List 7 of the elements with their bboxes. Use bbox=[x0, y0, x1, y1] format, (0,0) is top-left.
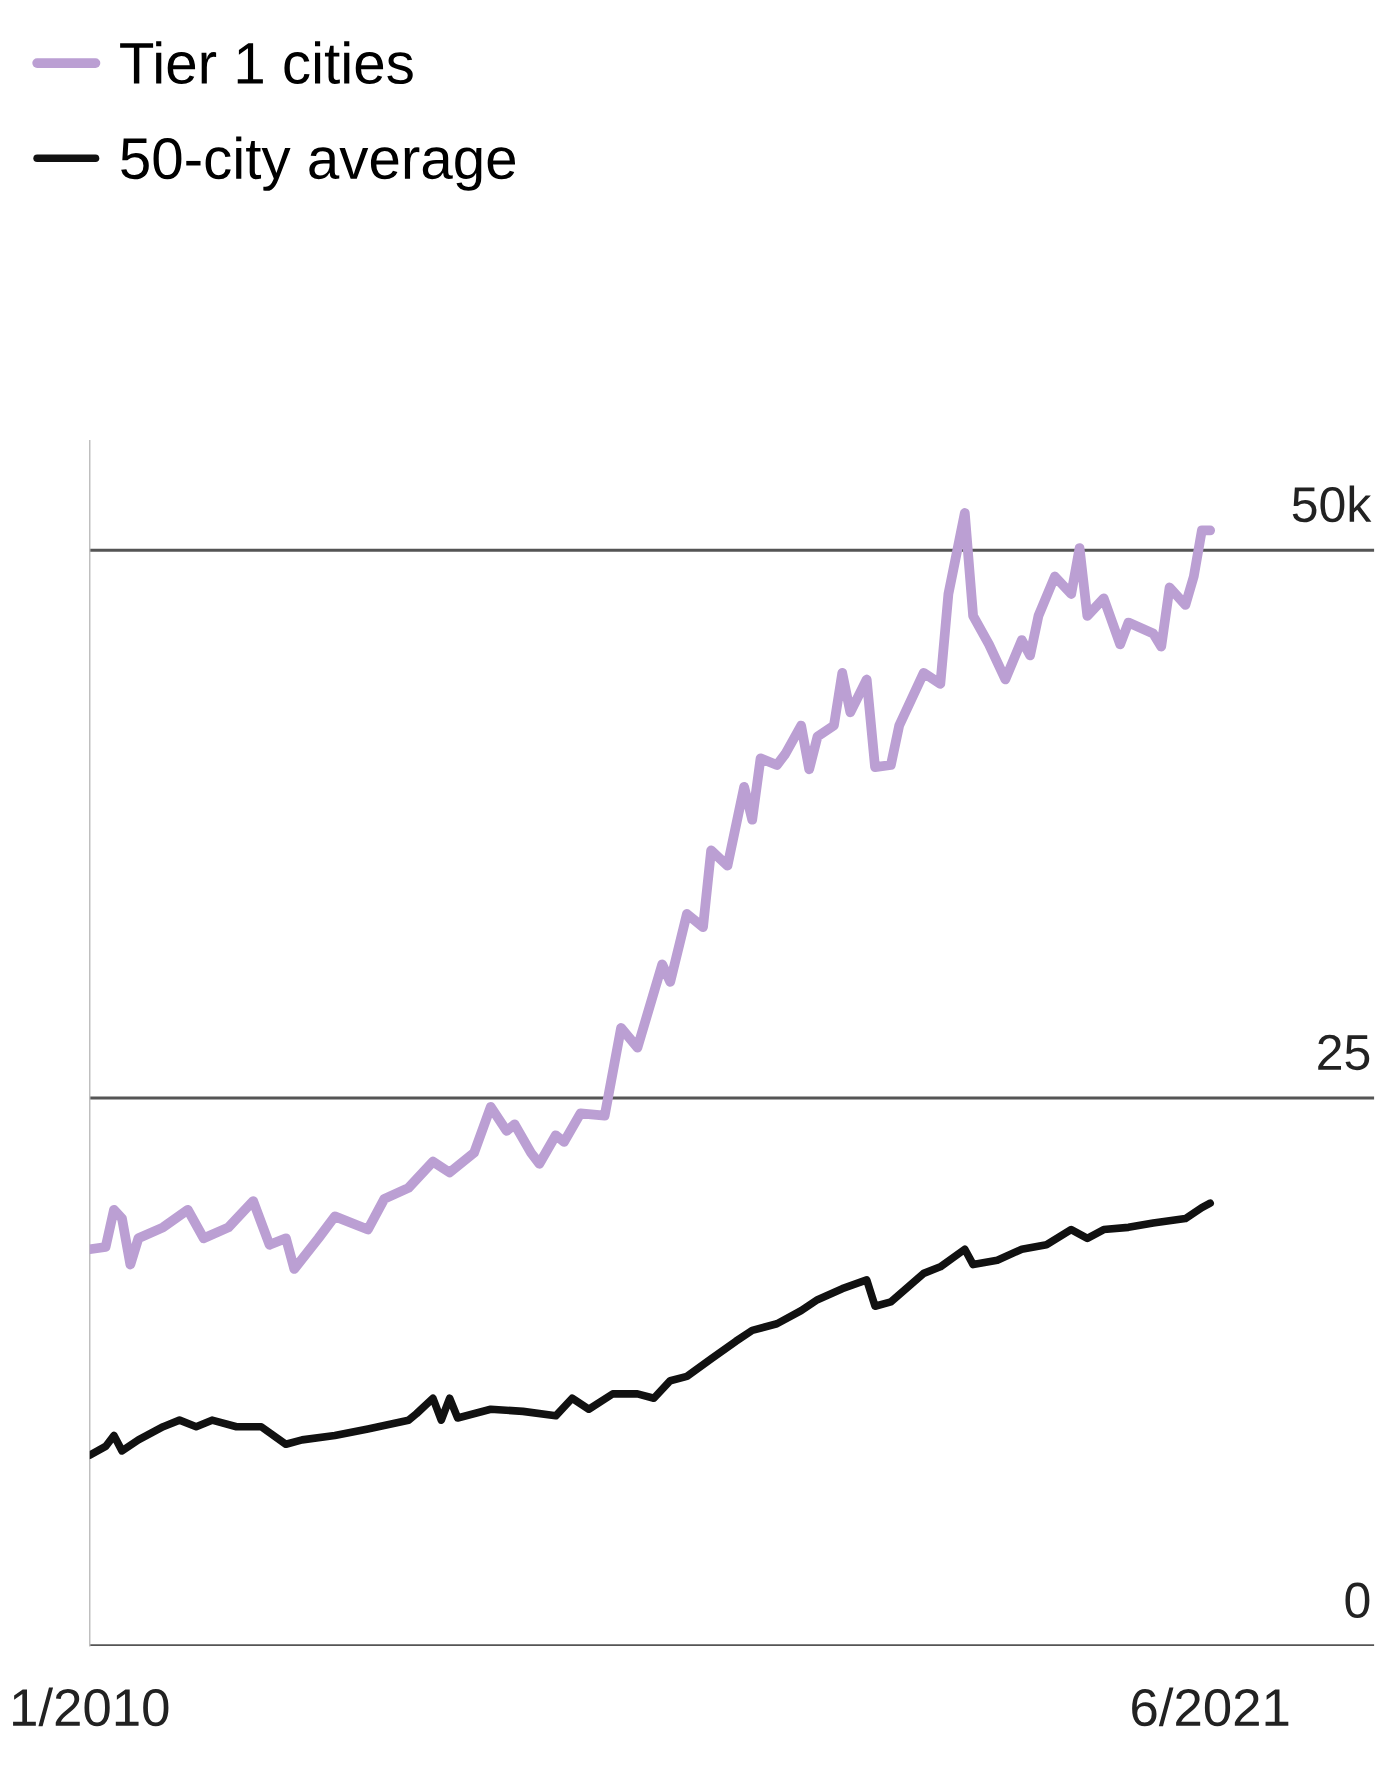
y-tick-label: 50k bbox=[1292, 485, 1372, 523]
x-tick-label: 6/2021 bbox=[1132, 1687, 1289, 1727]
y-tick-label: 0 bbox=[1345, 1582, 1370, 1618]
y-tick-label: 25 bbox=[1318, 1034, 1370, 1071]
legend-label: 50-city average bbox=[121, 136, 516, 191]
x-tick-label: 1/2010 bbox=[13, 1687, 169, 1727]
legend-label: Tier 1 cities bbox=[120, 41, 413, 85]
